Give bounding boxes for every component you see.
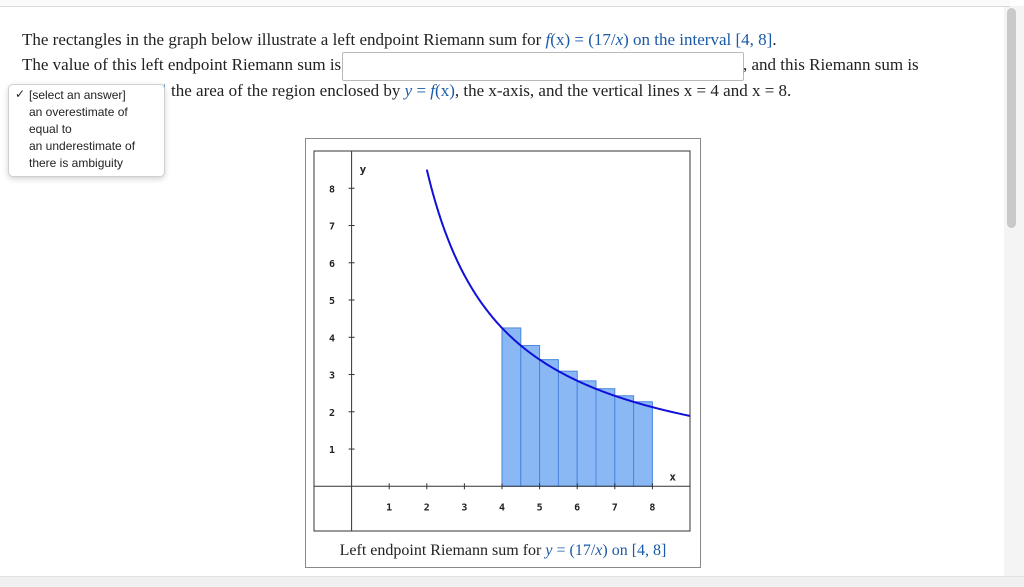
y-tick-label-2: 2 <box>329 408 335 419</box>
riemann-rectangle-5 <box>576 380 597 487</box>
riemann-rectangle-2 <box>520 344 541 487</box>
x-tick-label-6: 6 <box>574 502 580 513</box>
axis-ticks: 1 2 3 4 5 6 7 8 8 7 6 5 4 3 2 1 <box>329 184 655 513</box>
scrollbar-thumb[interactable] <box>1007 8 1016 228</box>
caption-text: Left endpoint Riemann sum for <box>339 542 546 559</box>
y-tick-label-4: 4 <box>329 333 335 344</box>
problem-line-2: The value of this left endpoint Riemann … <box>22 55 342 74</box>
caption-y: y <box>545 542 553 559</box>
math-eq: (x) = (17/ <box>550 30 616 49</box>
option-ambiguity[interactable]: there is ambiguity <box>29 156 124 170</box>
function-curve <box>425 169 691 417</box>
interval-text: [4, 8] <box>735 30 773 49</box>
option-overestimate[interactable]: an overestimate of <box>29 105 128 119</box>
riemann-rectangle-8 <box>633 401 653 487</box>
caption-close: ) on <box>602 542 632 559</box>
x-tick-label-7: 7 <box>612 502 618 513</box>
x-tick-label-5: 5 <box>537 502 543 513</box>
x-tick-label-1: 1 <box>386 502 392 513</box>
riemann-sum-answer-input[interactable] <box>342 52 744 81</box>
math-f: f <box>545 30 551 49</box>
period: . <box>772 30 777 49</box>
math-f-3: f <box>430 81 436 100</box>
checkmark-icon: ✓ <box>15 87 26 101</box>
riemann-rectangle-6 <box>595 388 616 487</box>
y-tick-label-1: 1 <box>329 445 335 456</box>
problem-text-3: the area of the region enclosed by <box>171 81 405 100</box>
x-tick-label-3: 3 <box>461 502 467 513</box>
riemann-rectangle-1 <box>501 327 522 487</box>
riemann-graph-panel: 1 2 3 4 5 6 7 8 8 7 6 5 4 3 2 1 y x Left endpoint Riema… <box>305 138 701 568</box>
math-y: y <box>404 81 413 100</box>
caption-eq: = (17/ <box>552 542 596 559</box>
y-axis-label: y <box>360 163 367 176</box>
bottom-bar <box>0 576 1024 587</box>
riemann-plot: 1 2 3 4 5 6 7 8 8 7 6 5 4 3 2 1 y x <box>313 150 691 532</box>
answer-select-dropdown[interactable]: ✓ [select an answer] an overestimate of … <box>8 84 165 177</box>
caption-interval: [4, 8] <box>631 542 667 559</box>
y-tick-label-5: 5 <box>329 296 335 307</box>
math-x-3: (x) <box>435 81 455 100</box>
riemann-rectangles <box>501 327 653 487</box>
y-tick-label-3: 3 <box>329 371 335 382</box>
y-tick-label-8: 8 <box>329 184 335 195</box>
plot-frame <box>313 150 691 532</box>
problem-text-3b: , the x-axis, and the vertical lines x =… <box>454 81 792 100</box>
y-tick-label-6: 6 <box>329 259 335 270</box>
x-tick-label-8: 8 <box>649 502 655 513</box>
x-axis-label: x <box>669 470 676 483</box>
riemann-rectangle-7 <box>614 395 635 487</box>
riemann-rectangle-4 <box>557 370 578 487</box>
problem-line-3: the area of the region enclosed by y = f… <box>171 81 791 101</box>
option-select-an-answer[interactable]: [select an answer] <box>29 88 126 102</box>
graph-caption: Left endpoint Riemann sum for y = (17/x)… <box>306 542 700 560</box>
problem-line-1: The rectangles in the graph below illust… <box>22 30 777 50</box>
riemann-rectangle-3 <box>539 359 559 487</box>
option-underestimate[interactable]: an underestimate of <box>29 139 136 153</box>
y-tick-label-7: 7 <box>329 222 335 233</box>
x-tick-label-4: 4 <box>499 502 505 513</box>
math-close: ) on the interval <box>623 30 736 49</box>
caption-x: x <box>595 542 603 559</box>
problem-line-2-tail: , and this Riemann sum is <box>743 55 919 74</box>
top-divider <box>0 0 1010 7</box>
option-equal-to[interactable]: equal to <box>29 122 72 136</box>
math-eq-3: = <box>412 81 431 100</box>
math-x: x <box>615 30 624 49</box>
x-tick-label-2: 2 <box>424 502 430 513</box>
problem-text: The rectangles in the graph below illust… <box>22 30 546 49</box>
